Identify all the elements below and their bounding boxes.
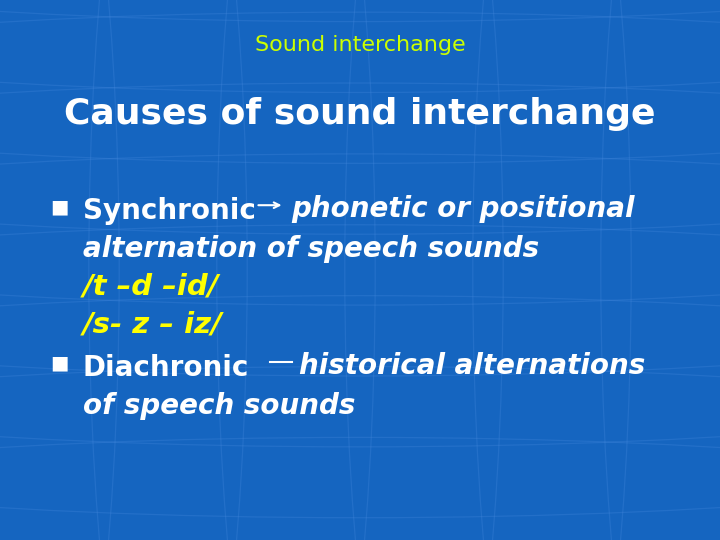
Text: historical alternations: historical alternations [299, 352, 645, 380]
Text: Synchronic: Synchronic [83, 197, 256, 225]
Text: Causes of sound interchange: Causes of sound interchange [64, 97, 656, 131]
Text: /s- z – iz/: /s- z – iz/ [83, 310, 222, 339]
Text: ■: ■ [50, 197, 69, 216]
Text: Diachronic: Diachronic [83, 354, 249, 382]
Text: alternation of speech sounds: alternation of speech sounds [83, 235, 539, 263]
Text: /t –d –id/: /t –d –id/ [83, 273, 219, 301]
Text: ■: ■ [50, 354, 69, 373]
Text: phonetic or positional: phonetic or positional [292, 195, 635, 224]
Text: Sound interchange: Sound interchange [255, 35, 465, 55]
Text: of speech sounds: of speech sounds [83, 392, 355, 420]
